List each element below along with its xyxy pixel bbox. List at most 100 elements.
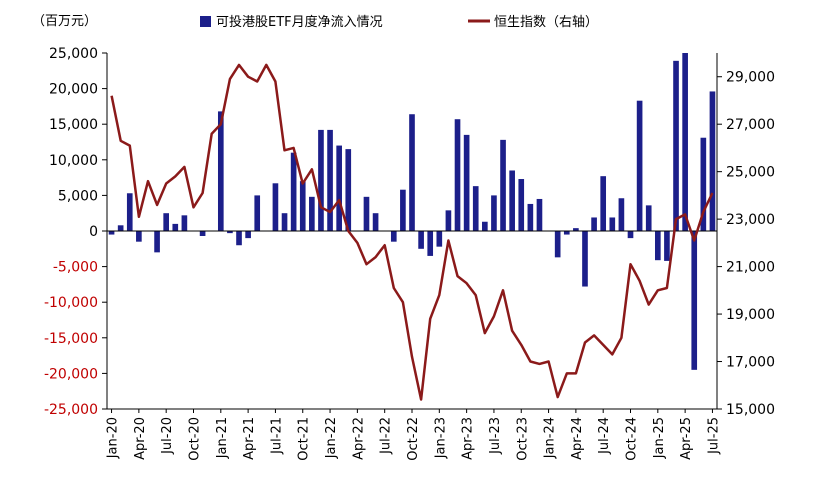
hsi-line: [110, 63, 714, 401]
x-axis-tick-label: Apr-22: [351, 417, 366, 460]
bar: [154, 231, 160, 253]
x-axis-tick-label: Jan-25: [652, 417, 667, 459]
bar: [272, 183, 279, 231]
bar: [172, 223, 179, 231]
x-axis-tick-label: Jul-25: [706, 417, 721, 455]
bar: [390, 231, 397, 242]
bar: [500, 139, 506, 231]
right-axis-tick-label: 19,000: [726, 307, 775, 323]
bar: [527, 203, 534, 231]
bar: [163, 213, 170, 231]
bar: [645, 205, 652, 231]
bar: [445, 210, 452, 231]
bar: [618, 198, 625, 231]
bar: [536, 198, 543, 231]
x-axis-tick-label: Jul-20: [160, 417, 175, 455]
bar: [327, 129, 333, 231]
bar: [591, 217, 597, 231]
bar: [281, 213, 288, 231]
bar: [117, 225, 124, 231]
line-series: [110, 63, 714, 401]
x-axis-tick-label: Oct-20: [187, 417, 202, 461]
bar: [563, 231, 570, 235]
x-axis-tick-label: Jul-21: [269, 417, 284, 455]
left-axis-tick-label: 5,000: [58, 188, 98, 204]
left-axis-tick-label: 0: [89, 224, 98, 240]
bar: [673, 60, 679, 231]
bar: [509, 170, 515, 231]
x-axis-tick-label: Oct-24: [625, 417, 640, 461]
bar: [318, 129, 324, 231]
left-axis-tick-label: -5,000: [53, 260, 98, 276]
left-axis-tick-label: -15,000: [44, 331, 98, 347]
right-axis: 29,000 27,000 25,000 23,000 21,000 19,000 17,0…: [716, 53, 775, 418]
bar: [418, 231, 424, 249]
bar: [554, 231, 561, 258]
bar: [236, 231, 242, 246]
bar: [409, 114, 415, 231]
right-axis-tick-label: 29,000: [726, 70, 775, 86]
x-axis-tick-label: Jul-24: [597, 417, 612, 455]
bar: [427, 231, 434, 256]
bar: [664, 231, 670, 261]
bar: [627, 231, 634, 239]
bar: [491, 195, 497, 231]
left-axis-tick-label: 15,000: [49, 117, 98, 133]
bar: [700, 137, 707, 231]
bar: [436, 231, 443, 247]
bar: [181, 215, 188, 231]
bar: [245, 231, 251, 239]
x-axis-tick-label: Apr-20: [133, 417, 148, 460]
right-axis-tick-label: 25,000: [726, 165, 775, 181]
bar: [654, 231, 661, 261]
right-axis-tick-label: 17,000: [726, 355, 775, 371]
left-axis-tick-label: 20,000: [49, 82, 98, 98]
bar: [108, 231, 115, 235]
bar: [518, 179, 525, 231]
bar: [400, 189, 406, 231]
x-axis-tick-label: Jul-22: [379, 417, 394, 455]
right-axis-tick-label: 21,000: [726, 260, 775, 276]
x-axis-tick-label: Jan-20: [106, 417, 121, 459]
bar: [126, 193, 133, 231]
left-axis-tick-label: -20,000: [44, 366, 98, 382]
x-axis-tick-label: Apr-24: [570, 417, 585, 460]
x-axis-tick-label: Apr-25: [679, 417, 694, 460]
bar: [463, 134, 470, 231]
bar: [573, 228, 579, 231]
left-axis-unit-label: （百万元）: [32, 14, 97, 29]
bar: [454, 119, 461, 231]
x-axis-tick-label: Apr-21: [242, 417, 257, 460]
bar: [309, 196, 315, 231]
left-axis-tick-label: -25,000: [44, 402, 98, 418]
left-axis-tick-label: 25,000: [49, 46, 98, 62]
left-axis: 25,000 20,000 15,000 10,000 5,000 0 -5,000 -10,…: [44, 46, 108, 418]
legend-swatch-bar: [200, 16, 211, 27]
x-axis-tick-label: Jan-21: [215, 417, 230, 459]
bar-series: [107, 53, 717, 370]
bar: [363, 196, 370, 231]
legend-label-bar: 可投港股ETF月度净流入情况: [216, 14, 383, 30]
bar: [254, 195, 261, 231]
bar: [290, 152, 297, 231]
right-axis-tick-label: 23,000: [726, 212, 775, 228]
bar: [691, 231, 698, 370]
x-axis-tick-label: Jan-23: [433, 417, 448, 459]
left-axis-tick-label: -10,000: [44, 295, 98, 311]
left-axis-tick-label: 10,000: [49, 153, 98, 169]
right-axis-tick-label: 15,000: [726, 402, 775, 418]
x-axis-tick-label: Jan-22: [324, 417, 339, 459]
bar: [227, 231, 233, 234]
bar: [709, 91, 716, 231]
legend-label-line: 恒生指数（右轴）: [494, 15, 598, 30]
bar: [345, 149, 352, 231]
bar: [336, 145, 342, 231]
bar: [199, 231, 206, 236]
bar: [482, 221, 488, 231]
x-axis-tick-label: Oct-22: [406, 417, 421, 461]
bar: [682, 53, 688, 231]
bar: [472, 186, 479, 231]
